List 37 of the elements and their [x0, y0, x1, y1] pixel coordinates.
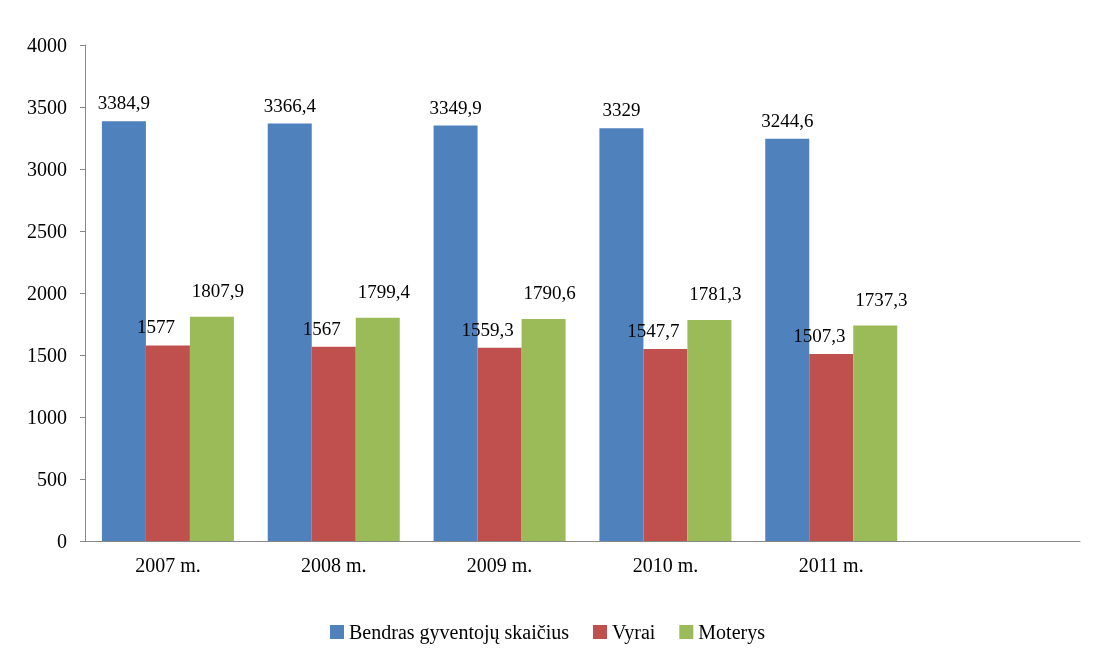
- y-tick-label: 1000: [27, 406, 67, 428]
- y-tick-label: 3500: [27, 96, 67, 118]
- data-label: 1781,3: [689, 283, 742, 305]
- legend-label: Vyrai: [611, 621, 656, 644]
- data-label: 3244,6: [761, 109, 814, 131]
- bar: [189, 316, 234, 541]
- data-label: 1799,4: [357, 280, 411, 302]
- y-tick-label: 4000: [27, 34, 67, 56]
- y-tick-label: 2000: [27, 282, 67, 304]
- data-label: 1790,6: [523, 281, 576, 303]
- data-label: 3349,9: [429, 96, 482, 118]
- bar: [145, 345, 190, 541]
- x-tick-label: 2009 m.: [466, 554, 533, 576]
- bar: [643, 349, 688, 541]
- bar: [809, 354, 854, 541]
- y-tick-label: 1500: [27, 344, 67, 366]
- bar: [521, 318, 566, 541]
- y-tick-label: 3000: [27, 158, 67, 180]
- bar: [853, 325, 898, 541]
- legend-label: Bendras gyventojų skaičius: [349, 621, 570, 644]
- data-label: 3366,4: [263, 94, 317, 116]
- legend-label: Moterys: [698, 621, 766, 644]
- y-tick-label: 0: [57, 530, 67, 552]
- x-tick-label: 2011 m.: [798, 554, 864, 576]
- x-tick-label: 2010 m.: [632, 554, 699, 576]
- y-tick-label: 500: [37, 468, 67, 490]
- x-tick-label: 2007 m.: [135, 554, 201, 576]
- data-label: 1737,3: [855, 288, 908, 310]
- bar: [477, 347, 522, 541]
- bar: [311, 346, 356, 541]
- data-label: 1807,9: [191, 279, 245, 301]
- data-label: 3329: [602, 99, 641, 121]
- x-tick-label: 2008 m.: [300, 554, 367, 576]
- data-label: 3384,9: [97, 92, 151, 114]
- bar: [355, 317, 400, 541]
- bar: [687, 320, 732, 541]
- y-tick-label: 2500: [27, 220, 67, 242]
